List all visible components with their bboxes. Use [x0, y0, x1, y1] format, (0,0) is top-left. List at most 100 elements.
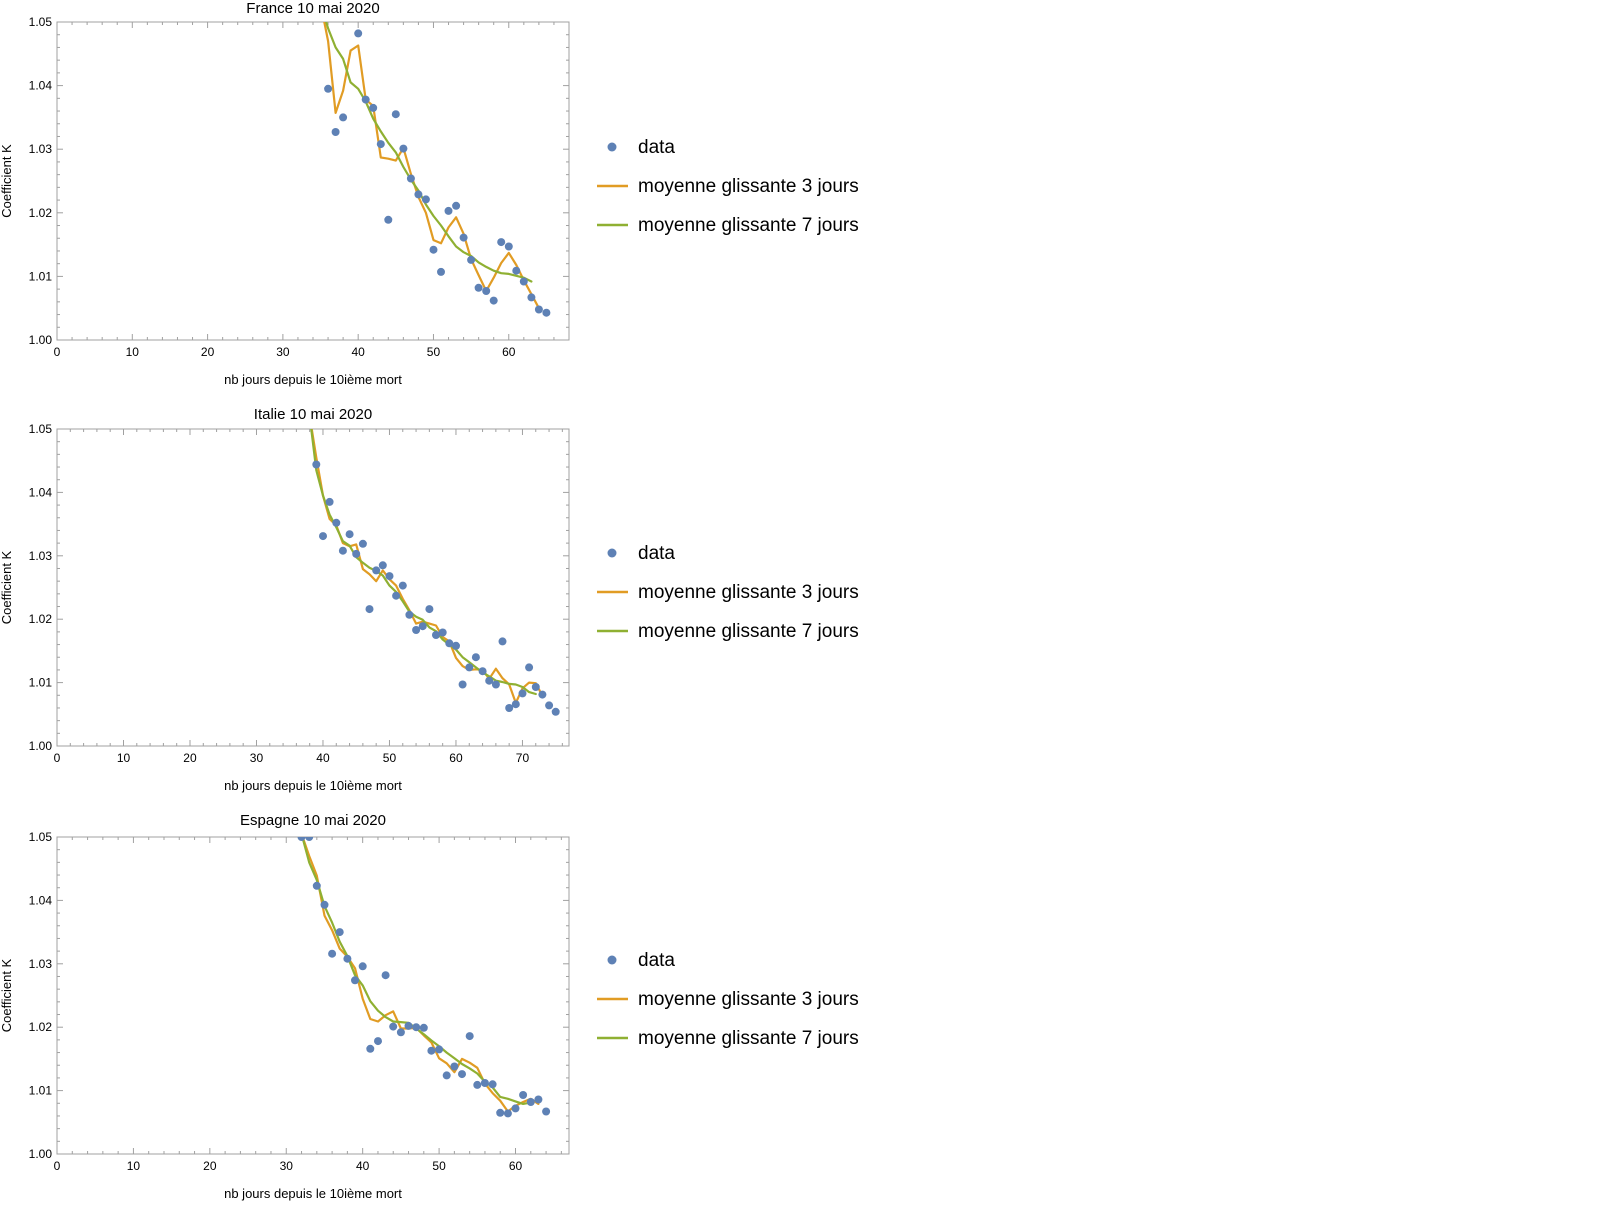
data-point — [512, 266, 521, 275]
data-point — [465, 663, 474, 672]
data-point — [332, 518, 341, 527]
x-tick-label: 10 — [126, 345, 140, 359]
x-tick-label: 30 — [276, 345, 290, 359]
data-point — [538, 690, 547, 699]
legend-marker-data — [607, 142, 617, 152]
data-point — [384, 215, 393, 224]
y-tick-label: 1.04 — [29, 893, 53, 907]
x-tick-label: 0 — [54, 751, 61, 765]
data-point — [429, 245, 438, 254]
y-axis-label: Coefficient K — [0, 958, 14, 1032]
plot-frame — [56, 836, 570, 1155]
data-point — [497, 238, 506, 247]
plot-area — [310, 429, 560, 716]
data-point — [320, 900, 329, 909]
chart-title: Espagne 10 mai 2020 — [240, 812, 386, 829]
y-tick-label: 1.02 — [29, 206, 53, 220]
x-tick-label: 30 — [280, 1159, 294, 1173]
y-tick-label: 1.02 — [29, 612, 53, 626]
series-line-ma3 — [310, 429, 544, 705]
legend-label: data — [638, 137, 675, 158]
data-point — [412, 1023, 421, 1032]
data-point — [414, 190, 423, 199]
y-tick-label: 1.01 — [29, 676, 53, 690]
series-line-ma7 — [310, 429, 537, 696]
data-point — [505, 704, 514, 712]
data-point — [427, 1046, 436, 1055]
x-tick-label: 30 — [250, 751, 264, 765]
data-point — [385, 572, 394, 581]
x-tick-label: 40 — [351, 345, 365, 359]
legend-label: moyenne glissante 7 jours — [638, 1028, 859, 1049]
data-point — [392, 591, 401, 600]
legend: data moyenne glissante 3 jours moyenne gli… — [597, 543, 859, 642]
data-point — [452, 201, 461, 210]
x-tick-label: 0 — [54, 1159, 61, 1173]
data-point — [325, 497, 334, 506]
x-tick-label: 50 — [427, 345, 441, 359]
y-tick-label: 1.05 — [29, 830, 53, 844]
data-point — [474, 283, 483, 292]
legend-label: data — [638, 950, 675, 971]
x-tick-label: 60 — [509, 1159, 523, 1173]
chart-title: Italie 10 mai 2020 — [254, 406, 372, 423]
legend-label: moyenne glissante 3 jours — [638, 176, 859, 197]
y-tick-label: 1.03 — [29, 549, 53, 563]
data-point — [473, 1080, 482, 1089]
y-tick-label: 1.05 — [29, 422, 53, 436]
x-tick-label: 10 — [127, 1159, 141, 1173]
series-line-ma3 — [301, 837, 540, 1113]
data-point — [335, 928, 344, 937]
x-axis-label: nb jours depuis le 10ième mort — [224, 778, 402, 793]
data-point — [534, 1095, 543, 1104]
data-point — [480, 1079, 489, 1087]
data-point — [374, 1037, 382, 1046]
data-point — [319, 532, 327, 541]
data-point — [511, 700, 520, 709]
plot-area — [323, 22, 551, 317]
legend: data moyenne glissante 3 jours moyenne gli… — [597, 137, 859, 236]
data-point — [425, 605, 434, 614]
data-point — [381, 971, 390, 980]
series-line-ma7 — [325, 22, 533, 283]
data-point — [391, 110, 400, 119]
y-tick-label: 1.00 — [29, 1147, 53, 1161]
data-point — [412, 626, 421, 634]
data-point — [297, 837, 306, 841]
data-point — [511, 1104, 520, 1113]
data-point — [503, 1109, 512, 1118]
chart-panel-3: 0 10 20 30 40 50 60 1.00 1.01 1.02 1.03 1.04 1.05 Esp… — [0, 812, 859, 1201]
data-point — [442, 1071, 451, 1080]
x-tick-label: 40 — [316, 751, 330, 765]
chart-panel-2: 0 10 20 30 40 50 60 70 1.00 1.01 1.02 1.03 1.04 1.05 I… — [0, 406, 859, 793]
data-point — [518, 689, 527, 698]
data-point — [419, 1023, 428, 1032]
data-point — [489, 296, 498, 305]
data-point — [526, 1098, 535, 1106]
data-point — [351, 976, 359, 985]
data-point — [361, 95, 370, 104]
data-point — [328, 949, 337, 958]
data-point — [399, 144, 408, 153]
data-point — [396, 1028, 405, 1037]
data-point — [534, 305, 543, 314]
data-point — [444, 206, 453, 215]
data-point — [478, 667, 487, 676]
data-point — [491, 680, 500, 689]
legend-label: moyenne glissante 3 jours — [638, 989, 859, 1010]
legend-label: moyenne glissante 3 jours — [638, 582, 859, 603]
data-point — [398, 581, 407, 590]
y-tick-label: 1.01 — [29, 1084, 53, 1098]
data-point — [545, 701, 554, 710]
y-tick-label: 1.03 — [29, 142, 53, 156]
data-point — [312, 460, 321, 469]
data-point — [432, 631, 440, 639]
data-point — [551, 707, 560, 716]
y-axis-label: Coefficient K — [0, 550, 14, 624]
data-point — [482, 287, 491, 295]
data-point — [437, 267, 445, 276]
data-point — [519, 1091, 528, 1099]
legend: data moyenne glissante 3 jours moyenne gli… — [597, 950, 859, 1049]
